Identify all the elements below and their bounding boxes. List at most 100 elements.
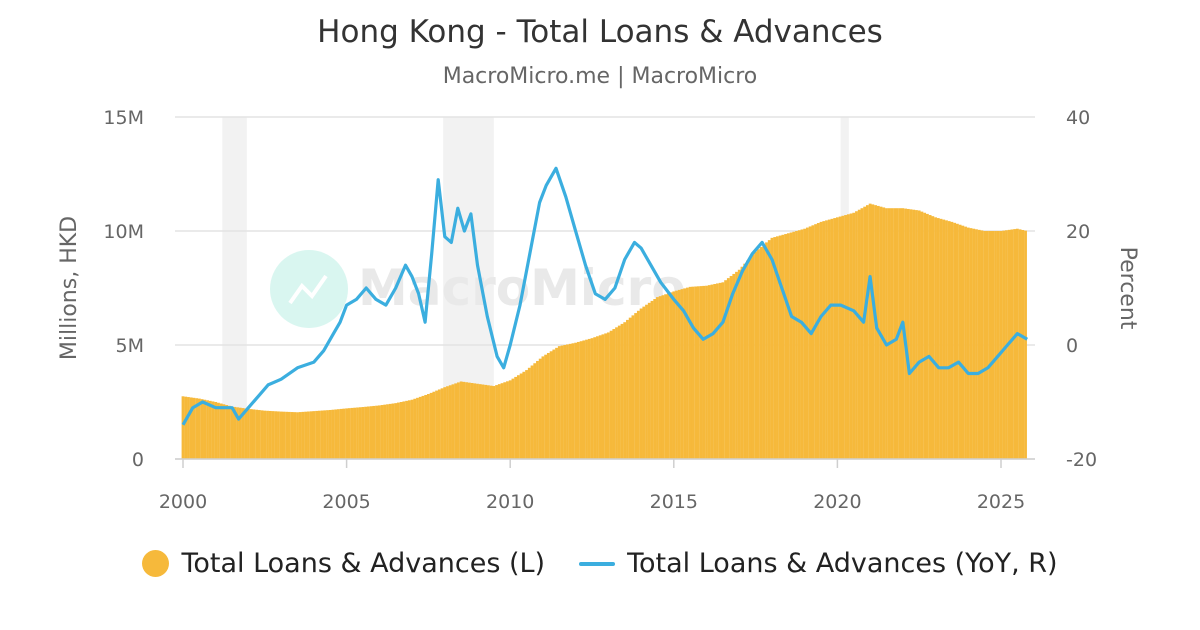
- bar: [497, 384, 501, 459]
- bar: [334, 409, 338, 459]
- bar: [372, 405, 376, 459]
- bar: [590, 338, 594, 459]
- x-tick-label: 2025: [977, 491, 1025, 513]
- bar: [909, 209, 913, 459]
- bar: [852, 212, 856, 459]
- bar: [882, 207, 886, 459]
- bar: [814, 224, 817, 459]
- bar: [1002, 230, 1006, 459]
- bar: [636, 310, 640, 459]
- bar: [1018, 229, 1022, 459]
- bar: [945, 220, 948, 459]
- bar: [724, 280, 728, 459]
- bar: [410, 399, 414, 459]
- bar: [424, 394, 428, 459]
- bar: [481, 384, 485, 459]
- bar: [358, 407, 362, 459]
- bar: [732, 273, 736, 459]
- y-right-tick-label: -20: [1066, 449, 1097, 471]
- bar: [683, 288, 687, 459]
- bar: [931, 216, 935, 459]
- bar: [307, 411, 310, 459]
- bar: [443, 387, 447, 459]
- bar: [953, 222, 957, 459]
- bar: [920, 211, 924, 459]
- bar: [285, 411, 289, 459]
- bar: [508, 380, 512, 459]
- y-right-axis-title: Percent: [1115, 247, 1140, 330]
- bar: [506, 381, 509, 459]
- bar: [533, 363, 537, 459]
- bar: [402, 401, 406, 459]
- bar: [885, 208, 888, 459]
- bar: [606, 332, 610, 459]
- bar: [664, 294, 668, 459]
- chart-title: Hong Kong - Total Loans & Advances: [317, 14, 883, 50]
- bar: [538, 358, 542, 459]
- bar: [555, 347, 558, 459]
- legend-item-yoy[interactable]: Total Loans & Advances (YoY, R): [579, 548, 1058, 579]
- bar: [980, 230, 984, 459]
- bar: [566, 344, 569, 459]
- bar: [312, 411, 316, 459]
- y-left-tick-label: 5M: [116, 335, 144, 357]
- bar: [827, 219, 831, 459]
- bar: [287, 411, 291, 459]
- bar: [825, 220, 828, 459]
- bar: [617, 325, 621, 459]
- bar: [841, 215, 845, 459]
- bar: [304, 411, 308, 459]
- bar: [416, 397, 419, 459]
- y-right-tick-label: 0: [1066, 335, 1078, 357]
- bar: [546, 352, 550, 459]
- bar: [887, 208, 891, 459]
- bar: [604, 333, 608, 459]
- bar: [985, 231, 989, 459]
- bar: [263, 410, 267, 459]
- bar: [620, 323, 624, 459]
- bar: [576, 341, 580, 459]
- legend-item-loans[interactable]: Total Loans & Advances (L): [142, 548, 545, 579]
- x-tick-label: 2000: [159, 491, 207, 513]
- bar: [187, 397, 190, 459]
- bar: [181, 396, 185, 459]
- bar: [222, 404, 226, 459]
- bar: [500, 383, 504, 459]
- bar: [740, 266, 744, 459]
- bar: [966, 227, 970, 459]
- bar: [647, 302, 651, 459]
- bar: [369, 406, 373, 459]
- watermark-chart-icon: [288, 274, 328, 305]
- bar: [696, 286, 700, 459]
- bar: [252, 409, 256, 459]
- bar: [737, 269, 741, 459]
- bar: [748, 257, 752, 459]
- bar: [705, 285, 708, 459]
- bar: [435, 390, 438, 459]
- bar: [391, 403, 395, 459]
- x-tick-label: 2005: [322, 491, 370, 513]
- bar: [448, 385, 452, 459]
- bar: [492, 386, 496, 459]
- bar: [484, 384, 488, 459]
- bar: [912, 209, 916, 459]
- bar: [206, 400, 209, 459]
- bar: [268, 410, 272, 459]
- bar: [792, 231, 796, 459]
- bar: [994, 231, 997, 459]
- bar: [456, 382, 460, 459]
- bar: [677, 289, 681, 459]
- bar: [955, 223, 959, 459]
- bar: [326, 410, 329, 459]
- bar: [192, 397, 196, 459]
- bar: [454, 383, 458, 459]
- bar: [277, 411, 280, 459]
- bar: [514, 376, 518, 459]
- bar: [489, 385, 493, 459]
- y-left-axis-title: Millions, HKD: [57, 216, 82, 360]
- bar: [609, 330, 613, 459]
- bar: [626, 319, 629, 459]
- y-left-tick-label: 15M: [103, 107, 144, 129]
- bar: [830, 218, 834, 459]
- bar: [203, 399, 207, 459]
